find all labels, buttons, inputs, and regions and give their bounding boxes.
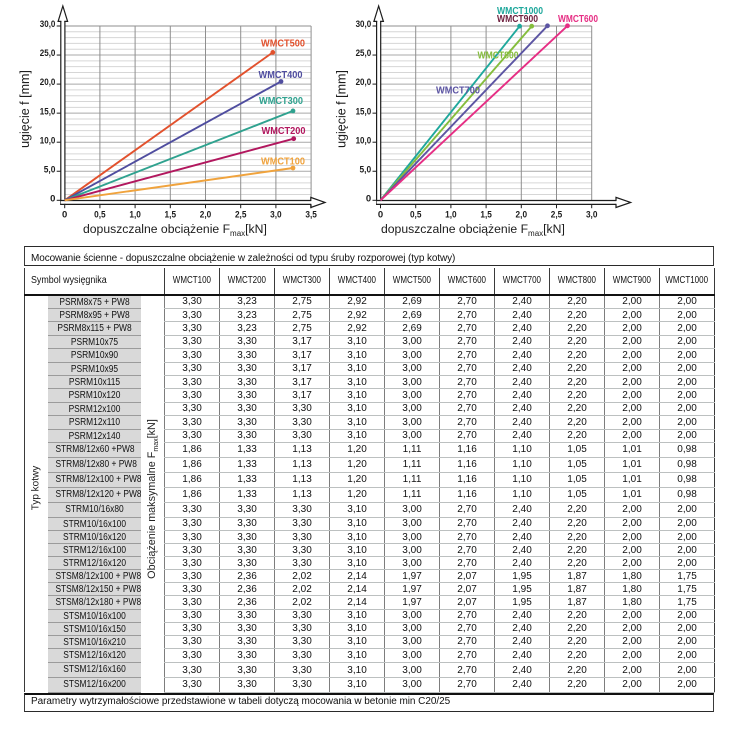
svg-text:0: 0 [366, 193, 371, 204]
svg-text:0,5: 0,5 [410, 210, 422, 221]
svg-text:0: 0 [378, 210, 383, 221]
svg-text:2,5: 2,5 [235, 210, 247, 221]
svg-text:25,0: 25,0 [356, 48, 372, 59]
svg-text:WMCT200: WMCT200 [262, 125, 306, 137]
svg-text:dopuszczalne obciążenie Fmax[k: dopuszczalne obciążenie Fmax[kN] [83, 222, 267, 238]
svg-text:WMCT700: WMCT700 [436, 84, 480, 96]
svg-text:ugięcie f [mm]: ugięcie f [mm] [335, 70, 349, 148]
svg-text:3,5: 3,5 [305, 210, 317, 221]
svg-text:20,0: 20,0 [356, 77, 372, 88]
svg-text:2,0: 2,0 [516, 210, 528, 221]
svg-text:30,0: 30,0 [40, 19, 56, 30]
svg-text:ugięcie f [mm]: ugięcie f [mm] [18, 70, 32, 148]
svg-text:2,5: 2,5 [551, 210, 563, 221]
svg-text:5,0: 5,0 [44, 164, 56, 175]
svg-text:20,0: 20,0 [40, 77, 56, 88]
svg-text:dopuszczalne obciążenie Fmax[k: dopuszczalne obciążenie Fmax[kN] [381, 222, 565, 238]
svg-text:1,5: 1,5 [480, 210, 492, 221]
svg-text:30,0: 30,0 [356, 19, 372, 30]
svg-text:0,5: 0,5 [94, 210, 106, 221]
svg-text:3,0: 3,0 [270, 210, 282, 221]
svg-text:1,0: 1,0 [445, 210, 457, 221]
svg-text:WMCT800: WMCT800 [478, 49, 519, 61]
svg-text:0: 0 [62, 210, 67, 221]
svg-text:WMCT600: WMCT600 [558, 13, 598, 25]
svg-text:15,0: 15,0 [356, 106, 372, 117]
svg-text:WMCT100: WMCT100 [261, 155, 305, 167]
svg-text:WMCT300: WMCT300 [259, 95, 303, 107]
svg-text:WMCT500: WMCT500 [261, 37, 305, 49]
svg-text:1,0: 1,0 [129, 210, 141, 221]
svg-text:10,0: 10,0 [356, 135, 372, 146]
svg-text:2,0: 2,0 [200, 210, 212, 221]
svg-text:1,5: 1,5 [165, 210, 177, 221]
svg-text:3,0: 3,0 [586, 210, 598, 221]
svg-text:WMCT400: WMCT400 [259, 69, 303, 81]
svg-text:WMCT1000: WMCT1000 [497, 5, 543, 17]
svg-text:5,0: 5,0 [360, 164, 372, 175]
svg-text:0: 0 [50, 193, 55, 204]
svg-text:WMCT900: WMCT900 [497, 13, 538, 25]
svg-text:15,0: 15,0 [40, 106, 56, 117]
svg-text:10,0: 10,0 [40, 135, 56, 146]
svg-text:25,0: 25,0 [40, 48, 56, 59]
